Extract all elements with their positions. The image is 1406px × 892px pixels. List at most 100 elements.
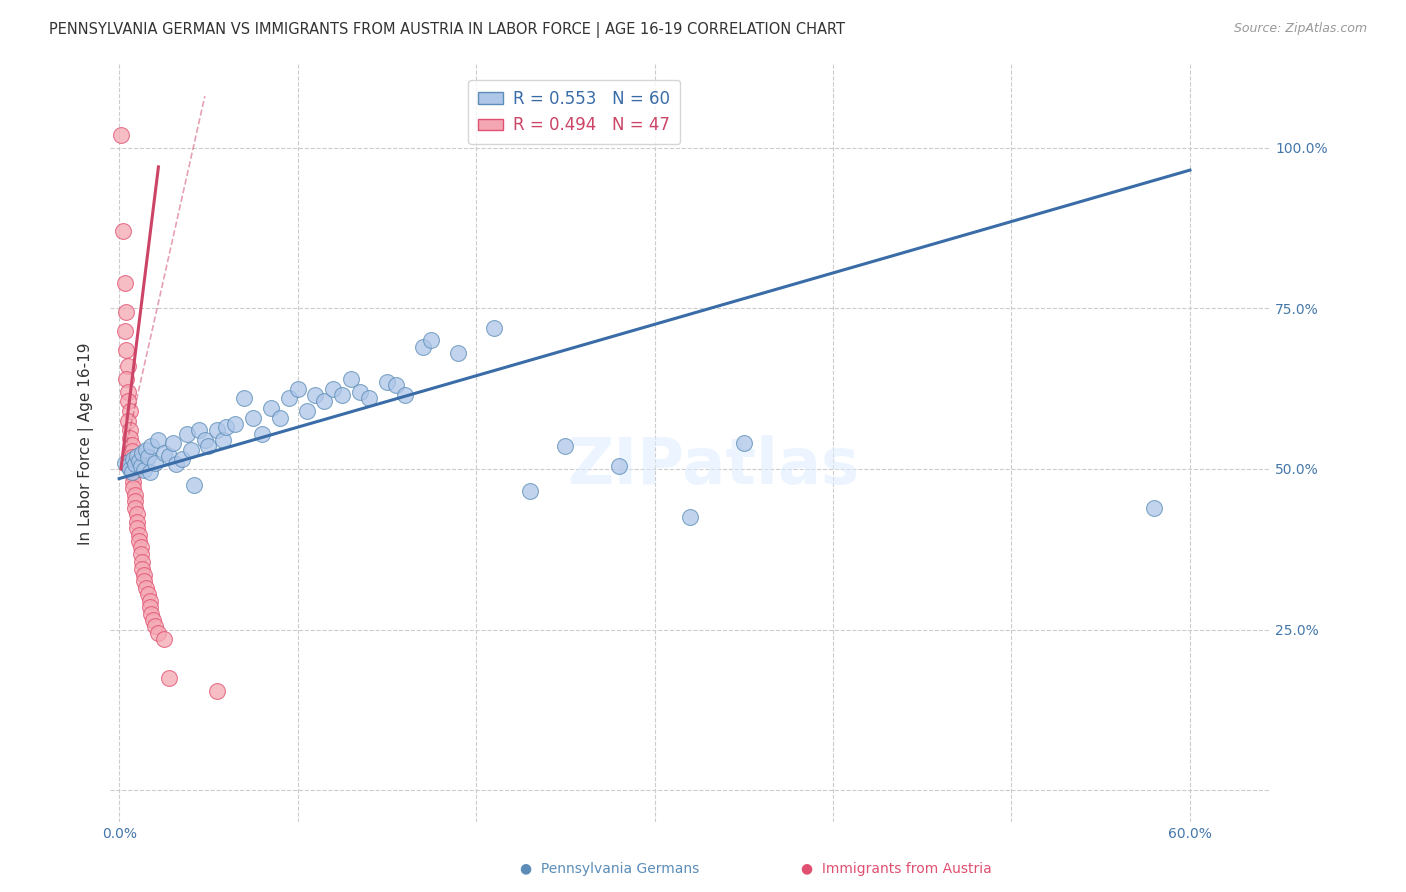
Y-axis label: In Labor Force | Age 16-19: In Labor Force | Age 16-19 [79, 342, 94, 544]
Point [375, 375, 398, 389]
Point [733, 436, 755, 450]
Point [122, 475, 145, 489]
Point [176, 426, 198, 441]
Point [136, 450, 159, 465]
Point [148, 433, 170, 447]
Point [152, 446, 174, 460]
Point [180, 442, 202, 457]
Point [194, 433, 217, 447]
Point [129, 541, 152, 555]
Text: ●  Pennsylvania Germans: ● Pennsylvania Germans [520, 862, 699, 876]
Point [215, 420, 238, 434]
Point [124, 500, 146, 515]
Point [118, 404, 141, 418]
Point [114, 276, 136, 290]
Point [250, 426, 273, 441]
Point [111, 224, 134, 238]
Point [330, 388, 353, 402]
Point [394, 388, 416, 402]
Point [135, 581, 157, 595]
Point [287, 382, 309, 396]
Point [165, 457, 187, 471]
Point [357, 391, 380, 405]
Point [131, 446, 153, 460]
Point [138, 593, 160, 607]
Point [295, 404, 318, 418]
Point [314, 394, 336, 409]
Point [121, 444, 143, 458]
Point [142, 613, 165, 627]
Point [131, 555, 153, 569]
Text: Source: ZipAtlas.com: Source: ZipAtlas.com [1233, 22, 1367, 36]
Point [554, 440, 576, 454]
Point [340, 372, 363, 386]
Point [519, 484, 541, 499]
Point [128, 454, 150, 468]
Point [117, 384, 139, 399]
Point [384, 378, 406, 392]
Text: ZIPatlas: ZIPatlas [568, 435, 859, 497]
Point [420, 334, 443, 348]
Point [134, 568, 156, 582]
Point [607, 458, 630, 473]
Point [122, 481, 145, 495]
Point [233, 391, 256, 405]
Point [110, 128, 132, 142]
Point [121, 437, 143, 451]
Point [124, 488, 146, 502]
Point [115, 343, 138, 357]
Point [122, 452, 145, 467]
Point [125, 521, 148, 535]
Point [125, 449, 148, 463]
Text: ●  Immigrants from Austria: ● Immigrants from Austria [801, 862, 993, 876]
Point [122, 468, 145, 483]
Point [122, 463, 145, 477]
Point [117, 458, 139, 473]
Point [143, 456, 166, 470]
Point [131, 561, 153, 575]
Legend: R = 0.553   N = 60, R = 0.494   N = 47: R = 0.553 N = 60, R = 0.494 N = 47 [468, 80, 681, 145]
Point [197, 440, 219, 454]
Point [125, 507, 148, 521]
Point [115, 372, 138, 386]
Point [138, 600, 160, 615]
Point [114, 324, 136, 338]
Point [260, 401, 283, 415]
Point [135, 442, 157, 457]
Point [304, 388, 326, 402]
Point [143, 619, 166, 633]
Point [679, 510, 702, 524]
Point [242, 410, 264, 425]
Point [114, 456, 136, 470]
Point [117, 359, 139, 373]
Point [121, 465, 143, 479]
Point [157, 449, 180, 463]
Point [129, 458, 152, 473]
Point [211, 433, 233, 447]
Point [269, 410, 291, 425]
Point [141, 607, 163, 621]
Point [121, 457, 143, 471]
Point [128, 533, 150, 548]
Point [207, 424, 229, 438]
Point [349, 384, 371, 399]
Point [128, 527, 150, 541]
Point [129, 547, 152, 561]
Point [183, 478, 205, 492]
Point [117, 394, 139, 409]
Point [138, 465, 160, 479]
Point [118, 431, 141, 445]
Point [134, 574, 156, 589]
Point [118, 462, 141, 476]
Text: PENNSYLVANIA GERMAN VS IMMIGRANTS FROM AUSTRIA IN LABOR FORCE | AGE 16-19 CORREL: PENNSYLVANIA GERMAN VS IMMIGRANTS FROM A… [49, 22, 845, 38]
Point [117, 414, 139, 428]
Point [322, 382, 344, 396]
Point [157, 671, 180, 685]
Point [134, 463, 156, 477]
Point [188, 424, 211, 438]
Point [118, 424, 141, 438]
Point [412, 340, 434, 354]
Point [162, 436, 184, 450]
Point [207, 683, 229, 698]
Point [148, 625, 170, 640]
